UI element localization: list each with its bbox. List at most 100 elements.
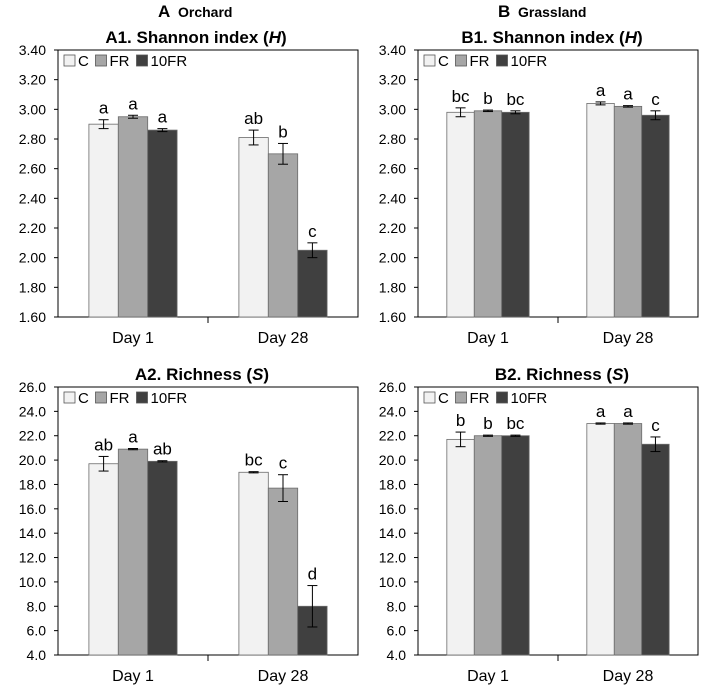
significance-letter: a <box>596 81 606 100</box>
significance-letter: a <box>596 402 606 421</box>
significance-letter: c <box>308 222 317 241</box>
y-tick-label: 12.0 <box>379 550 406 566</box>
bar-10fr <box>641 114 670 318</box>
bar-c <box>586 423 615 656</box>
legend-label-fr: FR <box>110 53 130 70</box>
significance-letter: a <box>128 428 138 447</box>
significance-letter: a <box>158 108 168 127</box>
y-tick-label: 1.60 <box>379 309 406 325</box>
y-tick-label: 3.40 <box>379 42 406 58</box>
y-tick-label: 16.0 <box>19 501 46 517</box>
bar-c <box>238 471 269 656</box>
x-category-label: Day 28 <box>603 330 654 347</box>
significance-letter: bc <box>506 414 524 433</box>
legend-label-fr: FR <box>470 390 490 407</box>
y-tick-label: 14.0 <box>19 525 46 541</box>
significance-letter: c <box>651 416 660 435</box>
header-orchard-letter: A <box>158 2 170 21</box>
significance-letter: ab <box>244 109 263 128</box>
legend-label-c: C <box>78 390 89 407</box>
y-tick-label: 6.0 <box>387 623 407 639</box>
y-tick-label: 2.20 <box>379 220 406 236</box>
significance-letter: bc <box>506 90 524 109</box>
y-tick-label: 20.0 <box>19 452 46 468</box>
y-tick-label: 2.60 <box>19 161 46 177</box>
y-tick-label: 12.0 <box>19 550 46 566</box>
bar-c <box>586 103 615 318</box>
x-category-label: Day 1 <box>467 668 509 685</box>
y-tick-label: 10.0 <box>19 574 46 590</box>
legend-swatch-c <box>63 54 76 67</box>
bar-fr <box>117 116 149 318</box>
chart-title-end: ) <box>623 365 629 384</box>
legend-label-c: C <box>78 53 89 70</box>
chart-a1-shannon-orchard: A1. Shannon index (H) 1.60 1.80 2.00 2.20 2.4… <box>19 28 359 347</box>
legend-swatch-10fr <box>496 54 508 67</box>
y-tick-label: 10.0 <box>379 574 406 590</box>
bar-fr <box>473 435 503 656</box>
bar-c <box>238 137 269 318</box>
x-category-label: Day 28 <box>258 330 309 347</box>
y-tick-label: 2.00 <box>379 250 406 266</box>
legend-swatch-fr <box>95 391 107 404</box>
bar-c <box>446 111 475 318</box>
header-orchard: A Orchard <box>158 2 232 21</box>
y-tick-label: 1.60 <box>19 309 46 325</box>
bar-10fr <box>501 435 530 656</box>
significance-letter: c <box>651 90 660 109</box>
chart-title: A2. Richness (S) <box>135 365 269 384</box>
x-category-label: Day 1 <box>112 330 154 347</box>
y-tick-label: 26.0 <box>19 379 46 395</box>
significance-letter: ab <box>94 435 113 454</box>
y-tick-label: 2.00 <box>19 250 46 266</box>
y-tick-label: 24.0 <box>379 403 406 419</box>
significance-letter: a <box>623 402 633 421</box>
bar-fr <box>117 448 149 656</box>
y-tick-label: 16.0 <box>379 501 406 517</box>
bar-10fr <box>147 129 178 318</box>
legend-swatch-fr <box>455 391 467 404</box>
significance-letter: c <box>279 454 288 473</box>
y-tick-label: 3.20 <box>19 72 46 88</box>
bar-10fr <box>641 443 670 656</box>
legend-swatch-10fr <box>496 391 508 404</box>
y-tick-label: 14.0 <box>379 525 406 541</box>
significance-letter: b <box>483 89 492 108</box>
legend-label-10fr: 10FR <box>511 390 548 407</box>
y-tick-label: 2.60 <box>379 161 406 177</box>
chart-title: B2. Richness (S) <box>495 365 629 384</box>
chart-b2-richness-grassland: B2. Richness (S) 4.0 6.0 8.0 10.0 12.0 14.0 16.… <box>379 365 699 685</box>
bar-fr <box>267 153 299 318</box>
y-tick-label: 3.00 <box>379 101 406 117</box>
y-tick-label: 6.0 <box>27 623 47 639</box>
bar-c <box>88 463 119 656</box>
bar-fr <box>613 105 643 318</box>
y-tick-label: 1.80 <box>19 279 46 295</box>
legend-label-fr: FR <box>470 53 490 70</box>
x-category-label: Day 28 <box>603 668 654 685</box>
y-tick-label: 24.0 <box>19 403 46 419</box>
y-tick-label: 2.40 <box>379 190 406 206</box>
legend-swatch-10fr <box>136 391 148 404</box>
bar-fr <box>473 110 503 318</box>
y-tick-label: 4.0 <box>387 647 407 663</box>
y-tick-label: 22.0 <box>379 428 406 444</box>
header-grassland-label: Grassland <box>518 4 586 20</box>
chart-title: A1. Shannon index (H) <box>105 28 286 47</box>
bar-10fr <box>297 249 328 318</box>
y-tick-label: 3.40 <box>19 42 46 58</box>
legend-label-c: C <box>438 390 449 407</box>
y-tick-label: 2.20 <box>19 220 46 236</box>
chart-title-symbol: H <box>625 28 638 47</box>
y-tick-label: 2.80 <box>379 131 406 147</box>
legend-swatch-10fr <box>136 54 148 67</box>
chart-title-text: A2. Richness ( <box>135 365 252 384</box>
chart-title-end: ) <box>281 28 287 47</box>
significance-letter: bc <box>452 87 470 106</box>
x-category-label: Day 28 <box>258 668 309 685</box>
chart-title-end: ) <box>637 28 643 47</box>
y-tick-label: 3.00 <box>19 101 46 117</box>
chart-title-text: B1. Shannon index ( <box>461 28 625 47</box>
significance-letter: bc <box>245 451 263 470</box>
